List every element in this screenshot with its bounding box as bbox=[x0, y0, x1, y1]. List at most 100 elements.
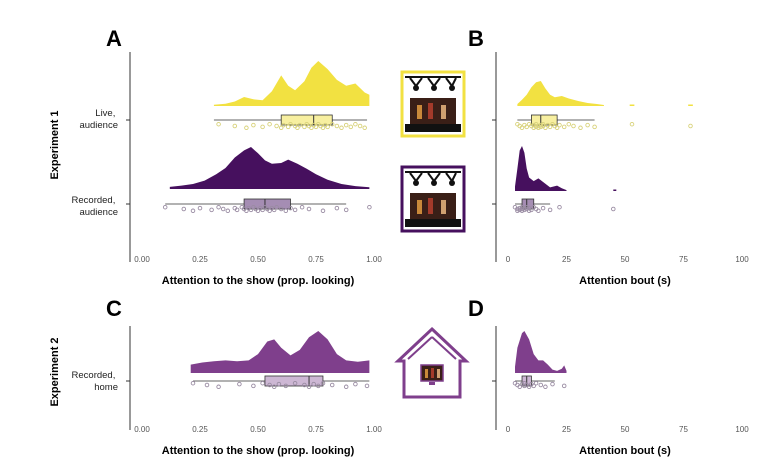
panel-b-data-point bbox=[547, 124, 553, 130]
panel-b-data-point bbox=[517, 207, 522, 213]
panel-a-data-point bbox=[357, 123, 363, 129]
panel-b-data-point bbox=[524, 124, 529, 130]
panel-b-x-tick-label: 100 bbox=[735, 255, 749, 264]
panel-d-data-point bbox=[543, 384, 548, 390]
panel-b-density-tail bbox=[613, 189, 617, 191]
group-label-live-audience: Live, audience bbox=[79, 108, 118, 131]
panel-b-data-point bbox=[585, 122, 590, 128]
panel-b-data-point bbox=[515, 206, 520, 212]
panel-c-data-point bbox=[267, 382, 272, 388]
panel-b-data-point bbox=[536, 125, 541, 131]
panel-b-data-point bbox=[517, 205, 522, 211]
panel-b-x-tick-label: 50 bbox=[621, 255, 630, 264]
panel-a-data-point bbox=[278, 125, 284, 131]
panel-a-data-point bbox=[162, 204, 168, 210]
panel-b-density-cloud bbox=[517, 81, 604, 106]
panel-a-data-point bbox=[306, 206, 312, 212]
panel-a-data-point bbox=[283, 208, 289, 214]
panel-b-data-point bbox=[536, 208, 541, 214]
panel-c-x-tick-label: 0.75 bbox=[308, 425, 324, 434]
panel-b-data-point bbox=[524, 204, 529, 210]
panel-c-density-cloud bbox=[190, 331, 370, 373]
panel-b-data-point bbox=[571, 123, 576, 129]
panel-label-c: C bbox=[106, 296, 122, 321]
panel-c-data-point bbox=[260, 380, 265, 386]
panel-b-data-point bbox=[522, 205, 527, 211]
panel-c-x-tick-label: 0.00 bbox=[134, 425, 150, 434]
panel-c-data-point bbox=[364, 383, 370, 389]
panel-a-data-point bbox=[181, 206, 187, 212]
panel-c-data-point bbox=[271, 384, 277, 390]
panel-label-d: D bbox=[468, 296, 484, 321]
stage-icon bbox=[400, 165, 466, 233]
panel-a-data-point bbox=[216, 121, 221, 127]
panel-c-data-point bbox=[316, 383, 321, 389]
panel-c-data-point bbox=[190, 380, 196, 386]
panel-b-data-point bbox=[592, 124, 597, 130]
panel-a-data-point bbox=[334, 123, 340, 129]
panel-b-density-tail bbox=[629, 104, 635, 106]
panel-a-data-point bbox=[288, 205, 293, 211]
panel-b-x-axis-title: Attention bout (s) bbox=[579, 275, 671, 287]
panel-c-data-point bbox=[311, 381, 316, 387]
panel-a-x-axis-title: Attention to the show (prop. looking) bbox=[162, 275, 355, 287]
panel-a-data-point bbox=[244, 125, 249, 131]
panel-a-density-cloud bbox=[213, 61, 370, 106]
chart-layer: 0.00 0.25 0.50 0.75 1.00 Attention to the sho… bbox=[126, 52, 749, 457]
panel-a-data-point bbox=[320, 125, 326, 131]
panel-b-data-point bbox=[554, 125, 560, 131]
panel-a-data-point bbox=[299, 204, 305, 210]
panel-d-data-point bbox=[526, 384, 532, 390]
panel-a-data-point bbox=[220, 206, 226, 212]
panel-c-data-point bbox=[283, 383, 289, 389]
panel-label-a: A bbox=[106, 26, 122, 51]
panel-d-data-point bbox=[538, 382, 544, 388]
group-label-recaud-line2: audience bbox=[79, 207, 118, 218]
experiment-2-label: Experiment 2 bbox=[49, 337, 61, 406]
panel-a-data-point bbox=[313, 124, 319, 130]
panel-a-data-point bbox=[334, 205, 340, 211]
panel-a-data-point bbox=[267, 121, 272, 127]
panel-a-data-point bbox=[281, 122, 286, 128]
panel-label-b: B bbox=[468, 26, 484, 51]
panel-a-data-point bbox=[232, 123, 238, 129]
panel-c-data-point bbox=[216, 384, 221, 390]
panel-c-data-point bbox=[302, 382, 307, 388]
panel-a-data-point bbox=[278, 206, 284, 212]
panel-d-data-point bbox=[561, 383, 567, 389]
panel-d-data-point bbox=[531, 383, 536, 389]
experiment-1-label: Experiment 1 bbox=[49, 110, 61, 179]
panel-a-data-point bbox=[339, 125, 344, 131]
group-label-recorded-audience: Recorded, audience bbox=[72, 195, 118, 218]
panel-a-box bbox=[243, 198, 291, 210]
panel-b-data-point bbox=[529, 207, 534, 213]
house-icon bbox=[394, 326, 470, 399]
panel-a-data-point bbox=[260, 124, 265, 130]
panel-c-x-tick-label: 0.25 bbox=[192, 425, 208, 434]
group-label-recorded-home: Recorded, home bbox=[72, 370, 118, 393]
panel-a-data-point bbox=[271, 207, 277, 213]
panel-b-data-point bbox=[519, 125, 525, 131]
panel-b-data-point bbox=[561, 124, 567, 130]
panel-c-data-point bbox=[320, 380, 326, 386]
panel-d-x-tick-label: 75 bbox=[679, 425, 688, 434]
panel-d-x-tick-label: 100 bbox=[735, 425, 749, 434]
panel-b-data-point bbox=[629, 121, 635, 127]
panel-a-data-point bbox=[251, 122, 256, 128]
panel-d-density-cloud bbox=[515, 331, 567, 373]
panel-b-density-cloud bbox=[515, 146, 567, 191]
panel-a-data-point bbox=[274, 123, 279, 129]
panel-b-data-point bbox=[566, 121, 572, 127]
group-label-live-line1: Live, bbox=[95, 108, 115, 119]
panel-a-data-point bbox=[216, 204, 221, 210]
panel-a-x-tick-label: 0.75 bbox=[308, 255, 324, 264]
panel-b-data-point bbox=[557, 122, 562, 128]
panel-c-x-axis-title: Attention to the show (prop. looking) bbox=[162, 445, 355, 457]
panel-a-data-point bbox=[343, 122, 349, 128]
panel-a-data-point bbox=[362, 125, 367, 131]
panel-a-data-point bbox=[309, 125, 314, 131]
panel-b-data-point bbox=[522, 207, 527, 213]
panel-d-data-point bbox=[550, 381, 555, 387]
panel-a-data-point bbox=[348, 124, 354, 130]
